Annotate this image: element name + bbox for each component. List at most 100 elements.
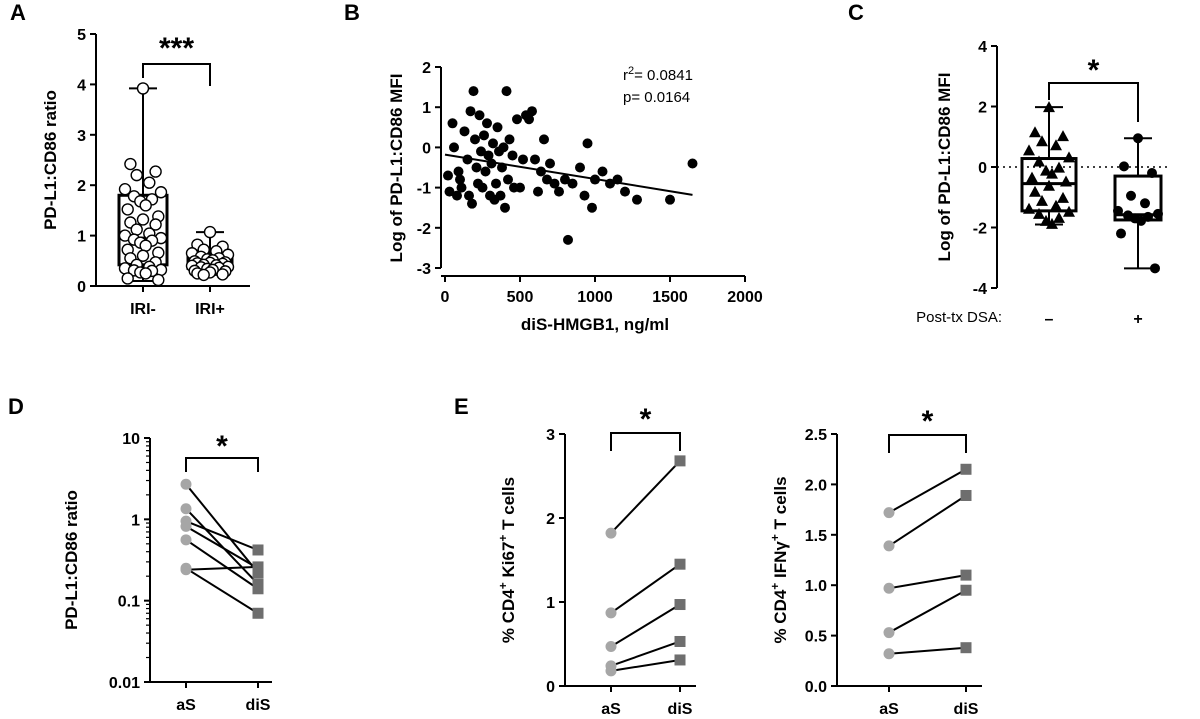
data-point-triangle: [1053, 211, 1065, 223]
y-tick-label: 1: [131, 512, 140, 529]
label-part: T cells: [771, 476, 790, 534]
data-point: [465, 106, 476, 117]
data-point: [139, 267, 152, 280]
panel-e-ifng: 0.00.51.01.52.02.5aS diS% CD4+ IFNγ+ T ce…: [768, 405, 982, 718]
data-point-dis: [674, 558, 686, 570]
data-point-as: [883, 627, 895, 639]
data-point: [524, 114, 534, 125]
data-point: [152, 273, 165, 287]
data-point: [149, 165, 162, 178]
y-tick-label: 2.0: [805, 477, 827, 494]
panel-letter: B: [344, 0, 360, 25]
data-point: [665, 194, 675, 205]
r-squared-annotation: r2= 0.0841: [623, 65, 693, 84]
pair-line: [185, 483, 259, 574]
significance-stars: *: [1088, 54, 1100, 87]
data-point-dis: [960, 584, 972, 596]
data-point: [118, 183, 132, 196]
data-point-dis: [252, 544, 264, 556]
data-point: [549, 178, 560, 189]
x-tick-label: aS: [601, 701, 621, 718]
x-tick-label: 1000: [577, 289, 613, 306]
data-point: [507, 150, 518, 161]
y-tick-label: 2: [77, 178, 86, 195]
panel-letter: D: [8, 394, 24, 419]
x-tick-label: aS: [176, 697, 196, 714]
data-point-as: [883, 540, 895, 552]
data-point: [474, 110, 485, 121]
data-point: [1133, 133, 1143, 144]
data-point: [500, 202, 510, 213]
y-tick-label: 0: [77, 279, 86, 296]
data-point-triangle: [1036, 194, 1048, 206]
data-point-triangle: [1046, 167, 1058, 179]
label-part: Ki67: [499, 542, 518, 583]
pair-line: [185, 525, 259, 570]
group-label: Post-tx DSA:: [916, 309, 1002, 326]
data-point: [139, 239, 152, 252]
data-point-as: [605, 641, 617, 653]
data-point-dis: [674, 455, 686, 467]
data-point: [216, 268, 229, 281]
label-part: r: [623, 67, 628, 84]
data-point-dis: [960, 463, 972, 475]
pair-line: [888, 646, 967, 655]
x-tick-label: diS: [954, 701, 979, 718]
significance-stars: *: [922, 405, 934, 438]
data-point: [476, 146, 486, 157]
data-point: [470, 134, 480, 145]
data-point: [527, 106, 537, 117]
data-point-as: [883, 507, 895, 519]
data-point: [149, 218, 162, 231]
pair-line: [610, 658, 681, 672]
data-point: [501, 86, 512, 97]
data-point: [468, 86, 479, 97]
x-tick-label: aS: [879, 701, 899, 718]
data-point: [1126, 190, 1136, 201]
data-point: [563, 234, 573, 245]
data-point: [503, 174, 513, 185]
data-point: [554, 186, 564, 197]
data-point-as: [883, 582, 895, 594]
data-point: [136, 82, 150, 95]
significance-bracket: [888, 434, 967, 453]
y-tick-label: -4: [973, 281, 987, 298]
pair-line: [610, 460, 681, 534]
data-point-triangle: [1063, 151, 1075, 163]
data-point-triangle: [1040, 214, 1052, 226]
y-tick-label: 2: [422, 60, 431, 77]
y-tick-label: 2: [546, 511, 555, 528]
data-point: [453, 166, 464, 177]
data-point: [471, 162, 482, 173]
y-axis-label: % CD4+ Ki67+ T cells: [496, 477, 518, 643]
data-point: [545, 158, 555, 169]
x-tick-label: diS: [246, 697, 271, 714]
panel-b: B -3 -2 -1 0 1 2 0 500 1000 1500 2000 diS-HMGB1, ng/…: [344, 0, 763, 334]
data-point-triangle: [1053, 161, 1065, 173]
data-point: [1136, 215, 1146, 226]
y-tick-label: 2: [978, 100, 987, 117]
data-point-triangle: [1033, 155, 1045, 167]
x-tick-label: +: [1133, 311, 1142, 328]
data-point: [542, 174, 552, 185]
data-point-dis: [252, 583, 264, 595]
superscript: +: [768, 534, 782, 541]
y-tick-label: 0.5: [805, 629, 827, 646]
panel-letter: E: [454, 394, 469, 419]
label-part: % CD4: [499, 589, 518, 643]
data-point-triangle: [1050, 139, 1062, 151]
superscript: 2: [628, 65, 634, 77]
y-axis-label: PD-L1:CD86 ratio: [62, 490, 81, 630]
superscript: +: [496, 535, 510, 542]
y-tick-label: -1: [417, 181, 431, 198]
data-point-triangle: [1026, 171, 1038, 183]
pair-line: [610, 563, 681, 614]
data-point: [515, 182, 525, 193]
data-point: [444, 186, 455, 197]
y-tick-label: 0.0: [805, 679, 827, 696]
x-tick-label: –: [1045, 311, 1054, 328]
data-point: [567, 178, 578, 189]
data-point: [512, 114, 522, 125]
data-point: [467, 198, 477, 209]
data-point: [121, 272, 134, 285]
